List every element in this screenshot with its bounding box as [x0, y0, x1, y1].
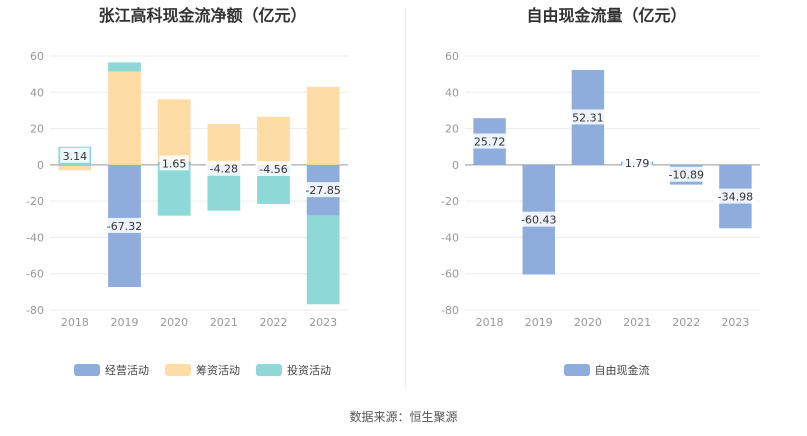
bar-3-2019 [108, 62, 141, 72]
x-tick-label: 2023 [721, 316, 749, 329]
data-label: -4.56 [259, 163, 287, 176]
data-label-backdrop [205, 160, 242, 176]
legend-swatch [256, 364, 282, 376]
y-tick-label: -40 [26, 231, 44, 244]
bar-3-2021 [207, 172, 241, 211]
legend-item[interactable]: 筹资活动 [165, 362, 240, 378]
bar-3-2020 [157, 164, 191, 216]
x-tick-label: 2020 [574, 316, 602, 329]
legend-swatch [74, 364, 100, 376]
bar-1-2018 [58, 164, 92, 166]
bar-3-2023 [306, 215, 340, 305]
legend-item[interactable]: 经营活动 [74, 362, 149, 378]
data-label: 3.14 [63, 150, 88, 163]
y-tick-label: 0 [37, 159, 44, 172]
x-tick-label: 2021 [210, 316, 238, 329]
x-tick-label: 2022 [672, 316, 700, 329]
data-label-backdrop [60, 147, 90, 163]
data-label: -10.89 [669, 169, 704, 182]
data-label: 1.79 [625, 157, 650, 170]
y-tick-label: -20 [441, 195, 459, 208]
legend-item[interactable]: 自由现金流 [563, 362, 650, 378]
right-chart-panel: 自由现金流量（亿元） -80 -60 -40 -20 0 20 40 60 2018 2019 20… [406, 0, 807, 400]
left-chart-legend: 经营活动 筹资活动 投资活动 [0, 362, 405, 378]
y-tick-label: -60 [26, 268, 44, 281]
data-label-backdrop [664, 166, 708, 182]
data-label-backdrop [569, 109, 606, 125]
bar-2-2018 [58, 165, 92, 171]
left-chart-title: 张江高科现金流净额（亿元） [98, 6, 307, 25]
y-tick-label: 20 [445, 123, 459, 136]
data-label-backdrop [471, 133, 508, 149]
y-tick-label: -60 [441, 268, 459, 281]
legend-label: 自由现金流 [594, 364, 650, 377]
left-chart-panel: 张江高科现金流净额（亿元） -80 -60 -40 -20 0 20 40 60 2018 201… [0, 0, 405, 400]
data-label-backdrop [159, 155, 189, 171]
right-chart-legend: 自由现金流 [406, 362, 807, 378]
x-tick-label: 2019 [525, 316, 553, 329]
x-tick-label: 2019 [111, 316, 139, 329]
right-chart-title: 自由现金流量（亿元） [526, 6, 687, 25]
data-label: 1.65 [162, 157, 187, 170]
panel-divider [405, 8, 406, 388]
y-tick-label: 20 [30, 123, 44, 136]
y-tick-label: -20 [26, 195, 44, 208]
bar-2-2023 [306, 86, 340, 165]
data-label: -34.98 [718, 191, 753, 204]
legend-label: 筹资活动 [196, 364, 240, 377]
bar-2-2019 [108, 71, 141, 165]
data-label-backdrop [255, 160, 292, 176]
y-tick-label: 60 [30, 50, 44, 63]
y-tick-label: -80 [26, 304, 44, 317]
x-tick-label: 2020 [160, 316, 188, 329]
y-tick-label: -40 [441, 231, 459, 244]
x-tick-label: 2023 [309, 316, 337, 329]
legend-label: 投资活动 [287, 364, 331, 377]
left-chart-plot: -80 -60 -40 -20 0 20 40 60 2018 2019 2020 2021 2022 2… [26, 50, 348, 329]
x-tick-label: 2021 [623, 316, 651, 329]
legend-label: 经营活动 [105, 364, 149, 377]
bar-2-2020 [157, 99, 191, 162]
data-label: -67.32 [107, 220, 142, 233]
bar-3-2022 [257, 173, 290, 204]
y-tick-label: 40 [30, 86, 44, 99]
data-label-backdrop [103, 217, 146, 233]
data-label: 25.72 [474, 136, 506, 149]
legend-swatch [563, 364, 590, 376]
data-label-backdrop [622, 155, 652, 171]
data-label-backdrop [517, 211, 561, 227]
y-tick-label: -80 [441, 304, 459, 317]
data-source-note: 数据来源：恒生聚源 [349, 410, 458, 424]
data-label: -4.28 [210, 163, 238, 176]
y-tick-label: 60 [445, 50, 459, 63]
bar-2-2021 [207, 124, 241, 165]
x-tick-label: 2022 [260, 316, 288, 329]
bar-2-2022 [257, 116, 290, 165]
right-chart-plot: -80 -60 -40 -20 0 20 40 60 2018 2019 2020 2021 2022 2… [441, 50, 760, 329]
legend-swatch [165, 364, 191, 376]
y-tick-label: 40 [445, 86, 459, 99]
data-label: -60.43 [521, 214, 556, 227]
legend-item[interactable]: 投资活动 [256, 362, 331, 378]
x-tick-label: 2018 [61, 316, 89, 329]
x-tick-label: 2018 [476, 316, 504, 329]
data-label: -27.85 [305, 184, 340, 197]
data-label-backdrop [714, 188, 757, 204]
data-label: 52.31 [572, 111, 604, 124]
y-tick-label: 0 [452, 159, 459, 172]
data-label-backdrop [301, 182, 345, 198]
